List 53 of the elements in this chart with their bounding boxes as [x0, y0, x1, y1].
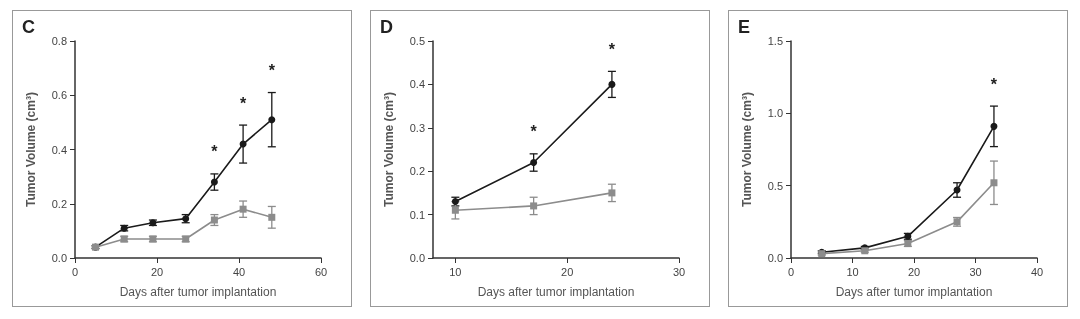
annotation: * [608, 40, 616, 58]
x-tick-label: 0 [787, 265, 795, 278]
point [530, 202, 538, 210]
y-tick-label: 1.5 [767, 35, 783, 47]
x-tick-label: 10 [449, 265, 462, 278]
x-tick-label: 30 [969, 265, 982, 278]
y-tick-label: 0.5 [767, 179, 783, 192]
point [530, 159, 538, 167]
x-axis-title: Days after tumor implantation [119, 285, 277, 299]
y-tick-label: 0.0 [409, 252, 425, 264]
x-axis-title: Days after tumor implantation [477, 285, 635, 299]
x-tick-label: 40 [232, 265, 246, 278]
point [210, 178, 218, 186]
y-tick-label: 0.0 [51, 252, 67, 264]
y-tick-label: 0.1 [409, 208, 425, 221]
y-tick-label: 0.2 [409, 165, 425, 178]
annotation: * [239, 94, 247, 112]
annotation: * [530, 123, 538, 141]
y-tick-label: 0.8 [51, 35, 67, 47]
y-tick-label: 0.2 [51, 197, 67, 210]
annotation: * [990, 75, 998, 93]
y-axis-title: Tumor Volume (cm³) [740, 92, 754, 207]
point [239, 205, 247, 213]
point [268, 116, 276, 124]
y-tick-label: 0.4 [51, 143, 67, 156]
y-axis-title: Tumor Volume (cm³) [382, 92, 396, 207]
point [990, 122, 998, 130]
x-tick-label: 60 [314, 265, 328, 278]
x-tick-label: 20 [561, 265, 574, 278]
chart-title: E [738, 17, 751, 37]
point [268, 213, 276, 221]
y-tick-label: 0.5 [409, 35, 425, 47]
point [608, 80, 616, 88]
y-tick-label: 0.0 [767, 252, 783, 264]
point [990, 179, 998, 187]
x-tick-label: 20 [150, 265, 164, 278]
annotation: * [268, 62, 276, 80]
chart-title: D [380, 17, 393, 37]
y-tick-label: 1.0 [767, 107, 783, 120]
x-tick-label: 10 [846, 265, 859, 278]
y-tick-label: 0.4 [409, 78, 425, 91]
x-tick-label: 40 [1030, 265, 1044, 278]
y-tick-label: 0.6 [51, 89, 67, 102]
x-tick-label: 20 [907, 265, 921, 278]
x-tick-label: 0 [71, 265, 79, 278]
y-tick-label: 0.3 [409, 121, 425, 134]
point [608, 189, 616, 197]
point [451, 206, 459, 214]
y-axis-title: Tumor Volume (cm³) [24, 92, 38, 207]
x-axis-title: Days after tumor implantation [835, 285, 993, 299]
annotation: * [211, 143, 219, 161]
chart-title: C [22, 17, 35, 37]
x-tick-label: 30 [672, 265, 686, 278]
